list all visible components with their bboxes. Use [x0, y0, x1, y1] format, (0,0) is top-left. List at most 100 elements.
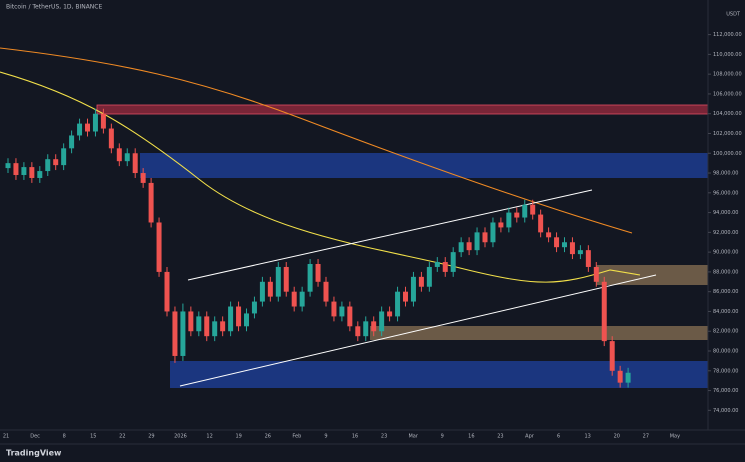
candle-body — [172, 311, 178, 356]
candle-body — [164, 271, 170, 312]
candle-body — [458, 242, 464, 253]
y-tick-label: 88,000.00 — [713, 269, 738, 275]
candle-body — [21, 167, 27, 176]
candle-body — [498, 222, 504, 228]
candle-body — [307, 264, 313, 292]
plot-area — [0, 47, 709, 388]
candle-body — [124, 153, 130, 162]
candle-body — [69, 135, 75, 149]
x-tick-label: Feb — [292, 434, 301, 440]
candle-body — [291, 291, 297, 307]
demand-zone — [596, 265, 708, 285]
candle-body — [116, 148, 122, 162]
x-tick-label: 29 — [148, 434, 154, 440]
candle-body — [530, 204, 536, 215]
x-tick-label: Mar — [408, 434, 418, 440]
x-tick-label: May — [670, 434, 680, 440]
candle-body — [251, 301, 257, 314]
candle-body — [156, 222, 162, 272]
chart-title: Bitcoin / TetherUS, 1D, BINANCE — [6, 4, 102, 11]
candle-body — [92, 113, 98, 132]
y-tick-label: 76,000.00 — [713, 388, 738, 394]
candle-body — [148, 182, 154, 223]
x-tick-label: 23 — [381, 434, 387, 440]
candle-body — [617, 370, 623, 383]
candle-body — [410, 276, 416, 302]
candle-body — [395, 291, 401, 317]
y-tick-label: 98,000.00 — [713, 171, 738, 177]
candle-body — [466, 242, 472, 251]
candle-body — [85, 123, 90, 132]
x-tick-label: 9 — [441, 434, 444, 440]
candle-body — [355, 326, 361, 337]
candle-body — [562, 242, 567, 248]
candle-body — [490, 222, 496, 243]
candle-body — [379, 311, 385, 332]
x-tick-label: 8 — [63, 434, 66, 440]
candle-body — [450, 252, 456, 272]
candle-body — [514, 212, 520, 218]
y-tick-label: 86,000.00 — [713, 289, 738, 295]
y-tick-label: 110,000.00 — [713, 52, 742, 58]
x-tick-label: 9 — [324, 434, 327, 440]
brand-logo: TradingView — [6, 449, 62, 458]
x-tick-label: 27 — [643, 434, 649, 440]
candle-body — [196, 316, 202, 332]
candle-body — [546, 232, 552, 238]
candle-body — [593, 266, 599, 282]
candle-body — [601, 281, 607, 342]
candle-body — [315, 264, 321, 282]
candle-body — [434, 262, 440, 267]
x-tick-label: Dec — [30, 434, 40, 440]
candle-body — [347, 306, 353, 327]
candle-body — [45, 159, 51, 172]
candle-body — [188, 311, 194, 332]
y-tick-label: 74,000.00 — [713, 408, 738, 414]
candle-body — [442, 262, 448, 272]
candle-body — [180, 311, 186, 356]
candle-body — [29, 167, 35, 178]
candle-body — [522, 204, 528, 218]
candle-body — [554, 237, 560, 248]
candle-body — [331, 301, 337, 317]
candle-body — [299, 291, 305, 307]
candle-body — [77, 123, 83, 136]
candle-body — [323, 281, 329, 302]
candle-body — [132, 153, 138, 174]
candle-body — [236, 306, 242, 327]
x-tick-label: 16 — [468, 434, 474, 440]
y-tick-label: 100,000.00 — [713, 151, 742, 157]
y-tick-label: 82,000.00 — [713, 329, 738, 335]
candle-body — [244, 313, 249, 327]
candle-body — [418, 276, 424, 287]
candle-body — [228, 306, 234, 332]
candle-body — [339, 306, 345, 317]
x-tick-label: 21 — [3, 434, 9, 440]
moving-average-100 — [0, 71, 641, 283]
channel-line — [179, 274, 657, 387]
y-tick-label: 102,000.00 — [713, 131, 742, 137]
candle-body — [108, 128, 114, 149]
candle-body — [482, 232, 488, 243]
moving-average-200 — [0, 47, 633, 234]
candle-body — [204, 316, 210, 337]
candle-body — [609, 341, 615, 371]
x-tick-label: 6 — [557, 434, 560, 440]
x-tick-label: 13 — [584, 434, 590, 440]
candle-body — [13, 163, 19, 176]
bearish-zone — [140, 153, 708, 178]
candle-body — [474, 232, 480, 251]
y-tick-label: 78,000.00 — [713, 368, 738, 374]
candle-body — [267, 281, 273, 297]
candle-body — [259, 281, 265, 302]
candle-body — [569, 242, 575, 255]
candle-body — [538, 214, 544, 233]
y-tick-label: 96,000.00 — [713, 190, 738, 196]
candle-body — [387, 311, 393, 317]
candle-body — [577, 250, 583, 255]
x-tick-label: 26 — [265, 434, 271, 440]
y-tick-label: 94,000.00 — [713, 210, 738, 216]
x-tick-label: 23 — [497, 434, 503, 440]
